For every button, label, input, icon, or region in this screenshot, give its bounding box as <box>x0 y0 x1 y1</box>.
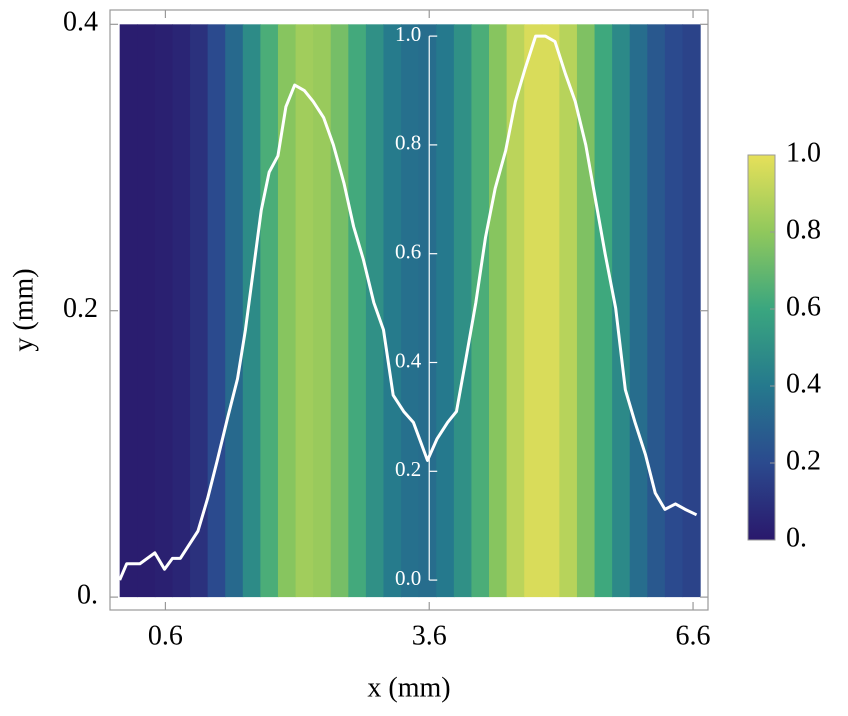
density-column <box>190 24 209 598</box>
colorbar-tick-label: 0.8 <box>786 214 821 245</box>
density-column <box>260 24 279 598</box>
density-column <box>207 24 226 598</box>
x-tick-label: 3.6 <box>412 620 447 651</box>
density-column <box>664 24 684 598</box>
density-column <box>506 24 525 598</box>
y2-tick-label: 0.2 <box>395 457 421 481</box>
density-column <box>436 24 455 598</box>
density-column <box>559 24 578 598</box>
density-column <box>576 24 596 598</box>
colorbar-tick-label: 0.6 <box>786 291 821 322</box>
density-column <box>612 24 631 598</box>
profile-line <box>118 34 698 581</box>
x-tick-label: 0.6 <box>148 620 183 651</box>
y2-tick-label: 0.0 <box>395 566 421 590</box>
colorbar-tick-label: 1.0 <box>786 137 821 168</box>
density-column <box>471 24 490 598</box>
density-column <box>401 24 420 598</box>
colorbar-tick-label: 0.2 <box>786 445 821 476</box>
density-column <box>418 24 437 598</box>
density-column <box>629 24 648 598</box>
density-column <box>647 24 666 598</box>
y-tick-label: 0. <box>77 580 98 611</box>
x-tick-label: 6.6 <box>676 620 711 651</box>
density-column <box>295 24 314 598</box>
density-column <box>119 24 138 598</box>
density-column <box>383 24 402 598</box>
density-column <box>594 24 613 598</box>
density-column <box>154 24 174 598</box>
density-column <box>489 24 508 598</box>
density-column <box>137 24 156 598</box>
colorbar-tick-label: 0.4 <box>786 368 821 399</box>
density-column <box>242 24 261 598</box>
density-column <box>453 24 473 598</box>
density-column <box>541 24 560 598</box>
colorbar-tick-label: 0. <box>786 522 807 553</box>
y2-tick-label: 0.6 <box>395 240 421 264</box>
y2-tick-label: 0.8 <box>395 131 421 155</box>
density-column <box>225 24 244 598</box>
colorbar <box>747 154 776 541</box>
density-column <box>524 24 543 598</box>
density-column <box>172 24 191 598</box>
density-column <box>313 24 332 598</box>
y-tick-label: 0.2 <box>63 293 98 324</box>
x-axis-label: x (mm) <box>367 672 450 703</box>
density-column <box>277 24 297 598</box>
density-column <box>365 24 385 598</box>
plot-frame <box>109 9 709 611</box>
y2-tick-label: 0.4 <box>395 348 422 372</box>
density-column <box>348 24 367 598</box>
y2-tick-label: 1.0 <box>395 22 421 46</box>
density-column <box>682 24 701 598</box>
density-column <box>330 24 349 598</box>
y-tick-label: 0.4 <box>63 7 98 38</box>
y-axis-label: y (mm) <box>8 268 39 351</box>
